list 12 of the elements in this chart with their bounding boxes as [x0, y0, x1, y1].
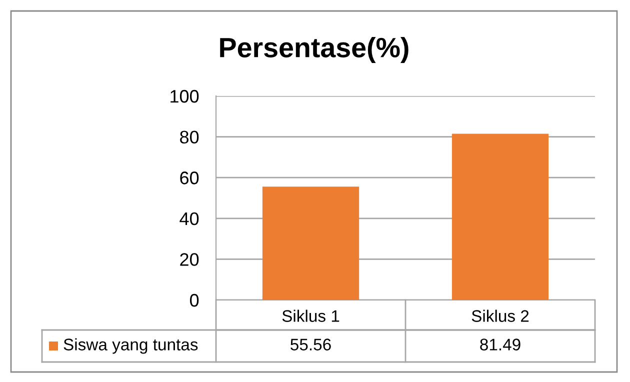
y-tick-label: 80: [180, 130, 199, 144]
y-tick-label: 20: [180, 253, 199, 266]
y-tick-label: 40: [180, 212, 199, 226]
x-tick-label: Siklus 2: [472, 310, 529, 322]
y-tick-label: 0: [190, 294, 199, 307]
y-tick-label: 60: [180, 172, 199, 184]
y-tick-label: 100: [170, 90, 199, 103]
data-label: 81.49: [480, 338, 520, 350]
legend-label: Siswa yang tuntas: [64, 338, 198, 354]
data-label: 55.56: [290, 338, 331, 350]
x-tick-label: Siklus 1: [282, 310, 340, 322]
chart-title: Persentase(%): [220, 37, 408, 63]
